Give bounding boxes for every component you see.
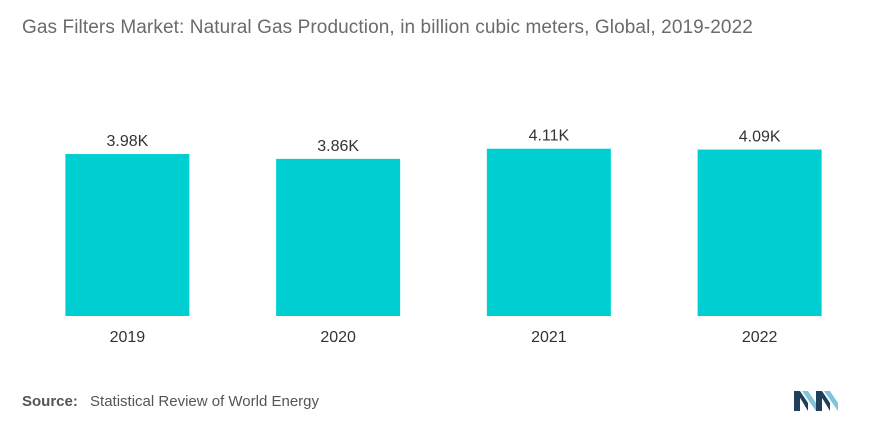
x-tick-label-2020: 2020 [320, 329, 356, 346]
data-label-2020: 3.86K [317, 138, 359, 155]
source-label: Source: [22, 393, 78, 410]
bar-2021 [486, 148, 611, 316]
data-label-2022: 4.09K [739, 129, 781, 146]
x-tick-label-2021: 2021 [531, 329, 567, 346]
data-label-2021: 4.11K [529, 128, 570, 145]
source-note: Source: Statistical Review of World Ener… [22, 393, 319, 410]
x-tick-label-2019: 2019 [110, 329, 146, 346]
bar-2020 [276, 158, 401, 316]
chart-title: Gas Filters Market: Natural Gas Producti… [22, 17, 753, 38]
brand-logo-icon [794, 391, 838, 411]
bar-2022 [697, 149, 822, 316]
x-tick-label-2022: 2022 [742, 329, 778, 346]
source-text: Statistical Review of World Energy [90, 393, 320, 410]
bar-2019 [65, 154, 190, 316]
data-label-2019: 3.98K [106, 133, 148, 150]
